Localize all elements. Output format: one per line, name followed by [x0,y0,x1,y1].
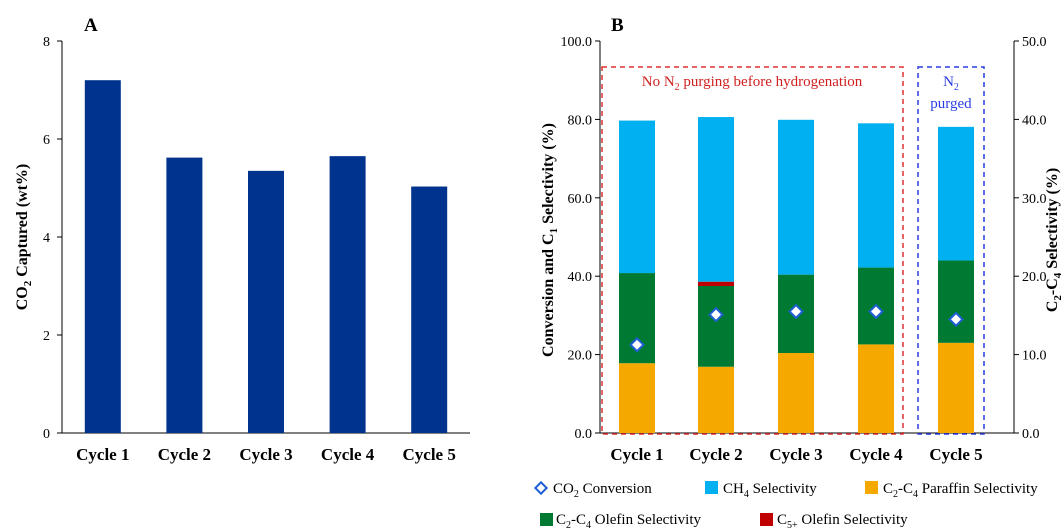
panel-a-y-tick-label: 2 [43,329,50,344]
panel-b-category-label: Cycle 1 [610,445,663,464]
legend-ch4-swatch [705,481,718,494]
panel-b-bar-olefin [938,260,974,343]
panel-b-bar-paraffin [858,344,894,433]
legend-ch4: CH4 Selectivity [705,481,817,500]
purged-annotation-line1: N2 [943,74,959,93]
panel-a-y-tick-label: 0 [43,427,50,442]
legend-co2-marker [533,480,549,496]
panel-b-bar-paraffin [938,342,974,433]
panel-b-y2-tick-label: 30.0 [1022,192,1047,207]
panel-b-category-label: Cycle 3 [769,445,822,464]
panel-a-bar [411,186,448,433]
panel-b-co2-marker [788,303,804,320]
panel-b-y2-tick-label: 0.0 [1022,427,1040,442]
legend-paraffin-swatch [865,481,878,494]
legend-co2-label: CO2 Conversion [553,481,652,500]
panel-b-y-axis-title: Conversion and C1 Selectivity (%) [540,123,560,357]
legend-co2-conversion: CO2 Conversion [533,480,652,500]
panel-b-bar-olefin [698,286,734,367]
legend-olefin-swatch [540,513,553,526]
panel-b-category-label: Cycle 4 [849,445,903,464]
panel-b-bar-paraffin [619,363,655,433]
panel-b-bar-paraffin [778,353,814,433]
panel-a-y-axis-title: CO2 Captured (wt%) [14,164,34,311]
panel-b-category-label: Cycle 2 [689,445,742,464]
panel-b-bar-ch4 [619,120,655,274]
panel-a-category-label: Cycle 2 [158,445,211,464]
panel-b-y2-tick-label: 50.0 [1022,35,1047,50]
panel-b-bar-ch4 [698,117,734,282]
panel-a-category-label: Cycle 5 [403,445,456,464]
legend-c5-swatch [760,513,773,526]
panel-b-bar-ch4 [938,126,974,261]
panel-a-category-label: Cycle 1 [76,445,129,464]
panel-b-co2-marker [708,306,724,323]
panel-b-y-tick-label: 100.0 [561,35,593,50]
panel-b-y2-axis-title: C2-C4 Selectivity (%) [1044,168,1064,312]
legend-ch4-label: CH4 Selectivity [723,481,817,500]
panel-a-bars [84,80,448,433]
panel-b: B 0.0 20.0 40.0 60.0 80.0 100.0 0.0 10.0 20.0 30… [540,15,1064,464]
legend-olefin-label: C2-C4 Olefin Selectivity [556,512,701,531]
panel-a-label: A [84,15,98,36]
panel-b-bars [619,117,974,433]
panel-b-bar-ch4 [778,119,814,275]
panel-b-y2-tick-label: 10.0 [1022,349,1047,364]
panel-b-y2-tick-label: 20.0 [1022,270,1047,285]
panel-b-co2-marker [948,311,964,328]
panel-b-y-tick-label: 20.0 [568,349,593,364]
panel-a-y-tick-label: 4 [43,231,50,246]
legend-paraffin-label: C2-C4 Paraffin Selectivity [883,481,1038,500]
panel-b-y-tick-label: 80.0 [568,113,593,128]
legend-c5: C5+ Olefin Selectivity [760,512,908,531]
panel-b-y-tick-label: 60.0 [568,192,593,207]
panel-b-y-tick-label: 0.0 [575,427,593,442]
panel-a-bar [329,156,366,433]
panel-b-bar-ch4 [858,123,894,268]
legend-paraffin: C2-C4 Paraffin Selectivity [865,481,1038,500]
no-purge-annotation: No N2 purging before hydrogenation [642,74,863,93]
panel-b-category-label: Cycle 5 [929,445,982,464]
panel-a-category-label: Cycle 3 [239,445,292,464]
legend-c5-label: C5+ Olefin Selectivity [777,512,908,531]
panel-b-y-tick-label: 40.0 [568,270,593,285]
legend-olefin: C2-C4 Olefin Selectivity [540,512,701,531]
panel-b-label: B [611,15,624,36]
panel-b-y-ticks: 0.0 20.0 40.0 60.0 80.0 100.0 [561,35,600,442]
panel-b-bar-c5 [698,281,734,286]
panel-a-y-tick-label: 6 [43,133,50,148]
panel-a-category-label: Cycle 4 [321,445,375,464]
panel-b-co2-markers [629,303,964,353]
panel-b-co2-marker [629,337,645,353]
panel-a-bar [248,170,284,433]
panel-a-categories: Cycle 1 Cycle 2 Cycle 3 Cycle 4 Cycle 5 [76,445,456,464]
panel-a-y-tick-label: 8 [43,35,50,50]
purged-annotation-line2: purged [930,96,972,112]
no-purge-box [601,66,904,435]
panel-b-categories: Cycle 1 Cycle 2 Cycle 3 Cycle 4 Cycle 5 [610,445,982,464]
panel-b-bar-paraffin [698,366,734,433]
panel-a-bar [166,157,203,433]
panel-b-y2-tick-label: 40.0 [1022,113,1047,128]
panel-b-y2-ticks: 0.0 10.0 20.0 30.0 40.0 50.0 [1014,35,1047,442]
panel-a-bar [84,80,121,433]
legend: CO2 Conversion CH4 Selectivity C2-C4 Par… [533,480,1038,531]
panel-b-co2-marker [868,303,884,320]
panel-a-y-ticks: 0 2 4 6 8 [43,35,62,442]
